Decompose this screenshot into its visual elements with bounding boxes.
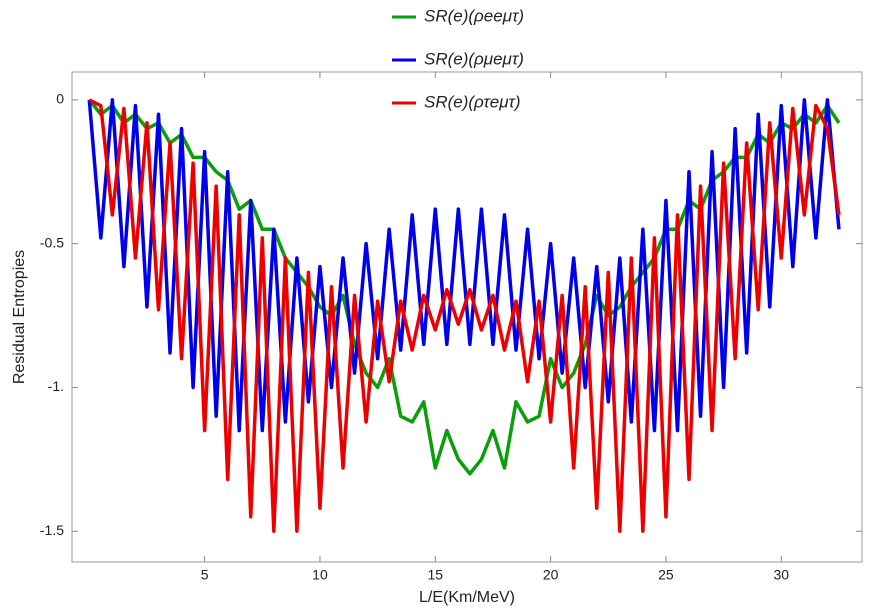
x-tick-label: 20 (543, 567, 559, 583)
x-tick-label: 30 (773, 567, 789, 583)
legend-text: SR(e)(ρμeμτ) (424, 49, 524, 68)
x-axis-label: L/E(Km/MeV) (419, 589, 515, 606)
y-tick-label: 0 (56, 91, 64, 107)
legend-text: SR(e)(ρeeμτ) (424, 6, 524, 25)
y-axis-label: Residual Entropies (11, 250, 28, 384)
x-tick-label: 10 (312, 567, 328, 583)
x-tick-label: 5 (201, 567, 209, 583)
y-tick-label: -1. (48, 378, 64, 394)
x-tick-label: 15 (427, 567, 443, 583)
y-tick-label: -0.5 (40, 234, 64, 250)
x-tick-label: 25 (658, 567, 674, 583)
legend-text: SR(e)(ρτeμτ) (424, 92, 521, 111)
plot-frame (71, 71, 863, 563)
y-tick-label: -1.5 (40, 522, 64, 538)
series-line (87, 98, 841, 433)
series-line (88, 98, 841, 533)
